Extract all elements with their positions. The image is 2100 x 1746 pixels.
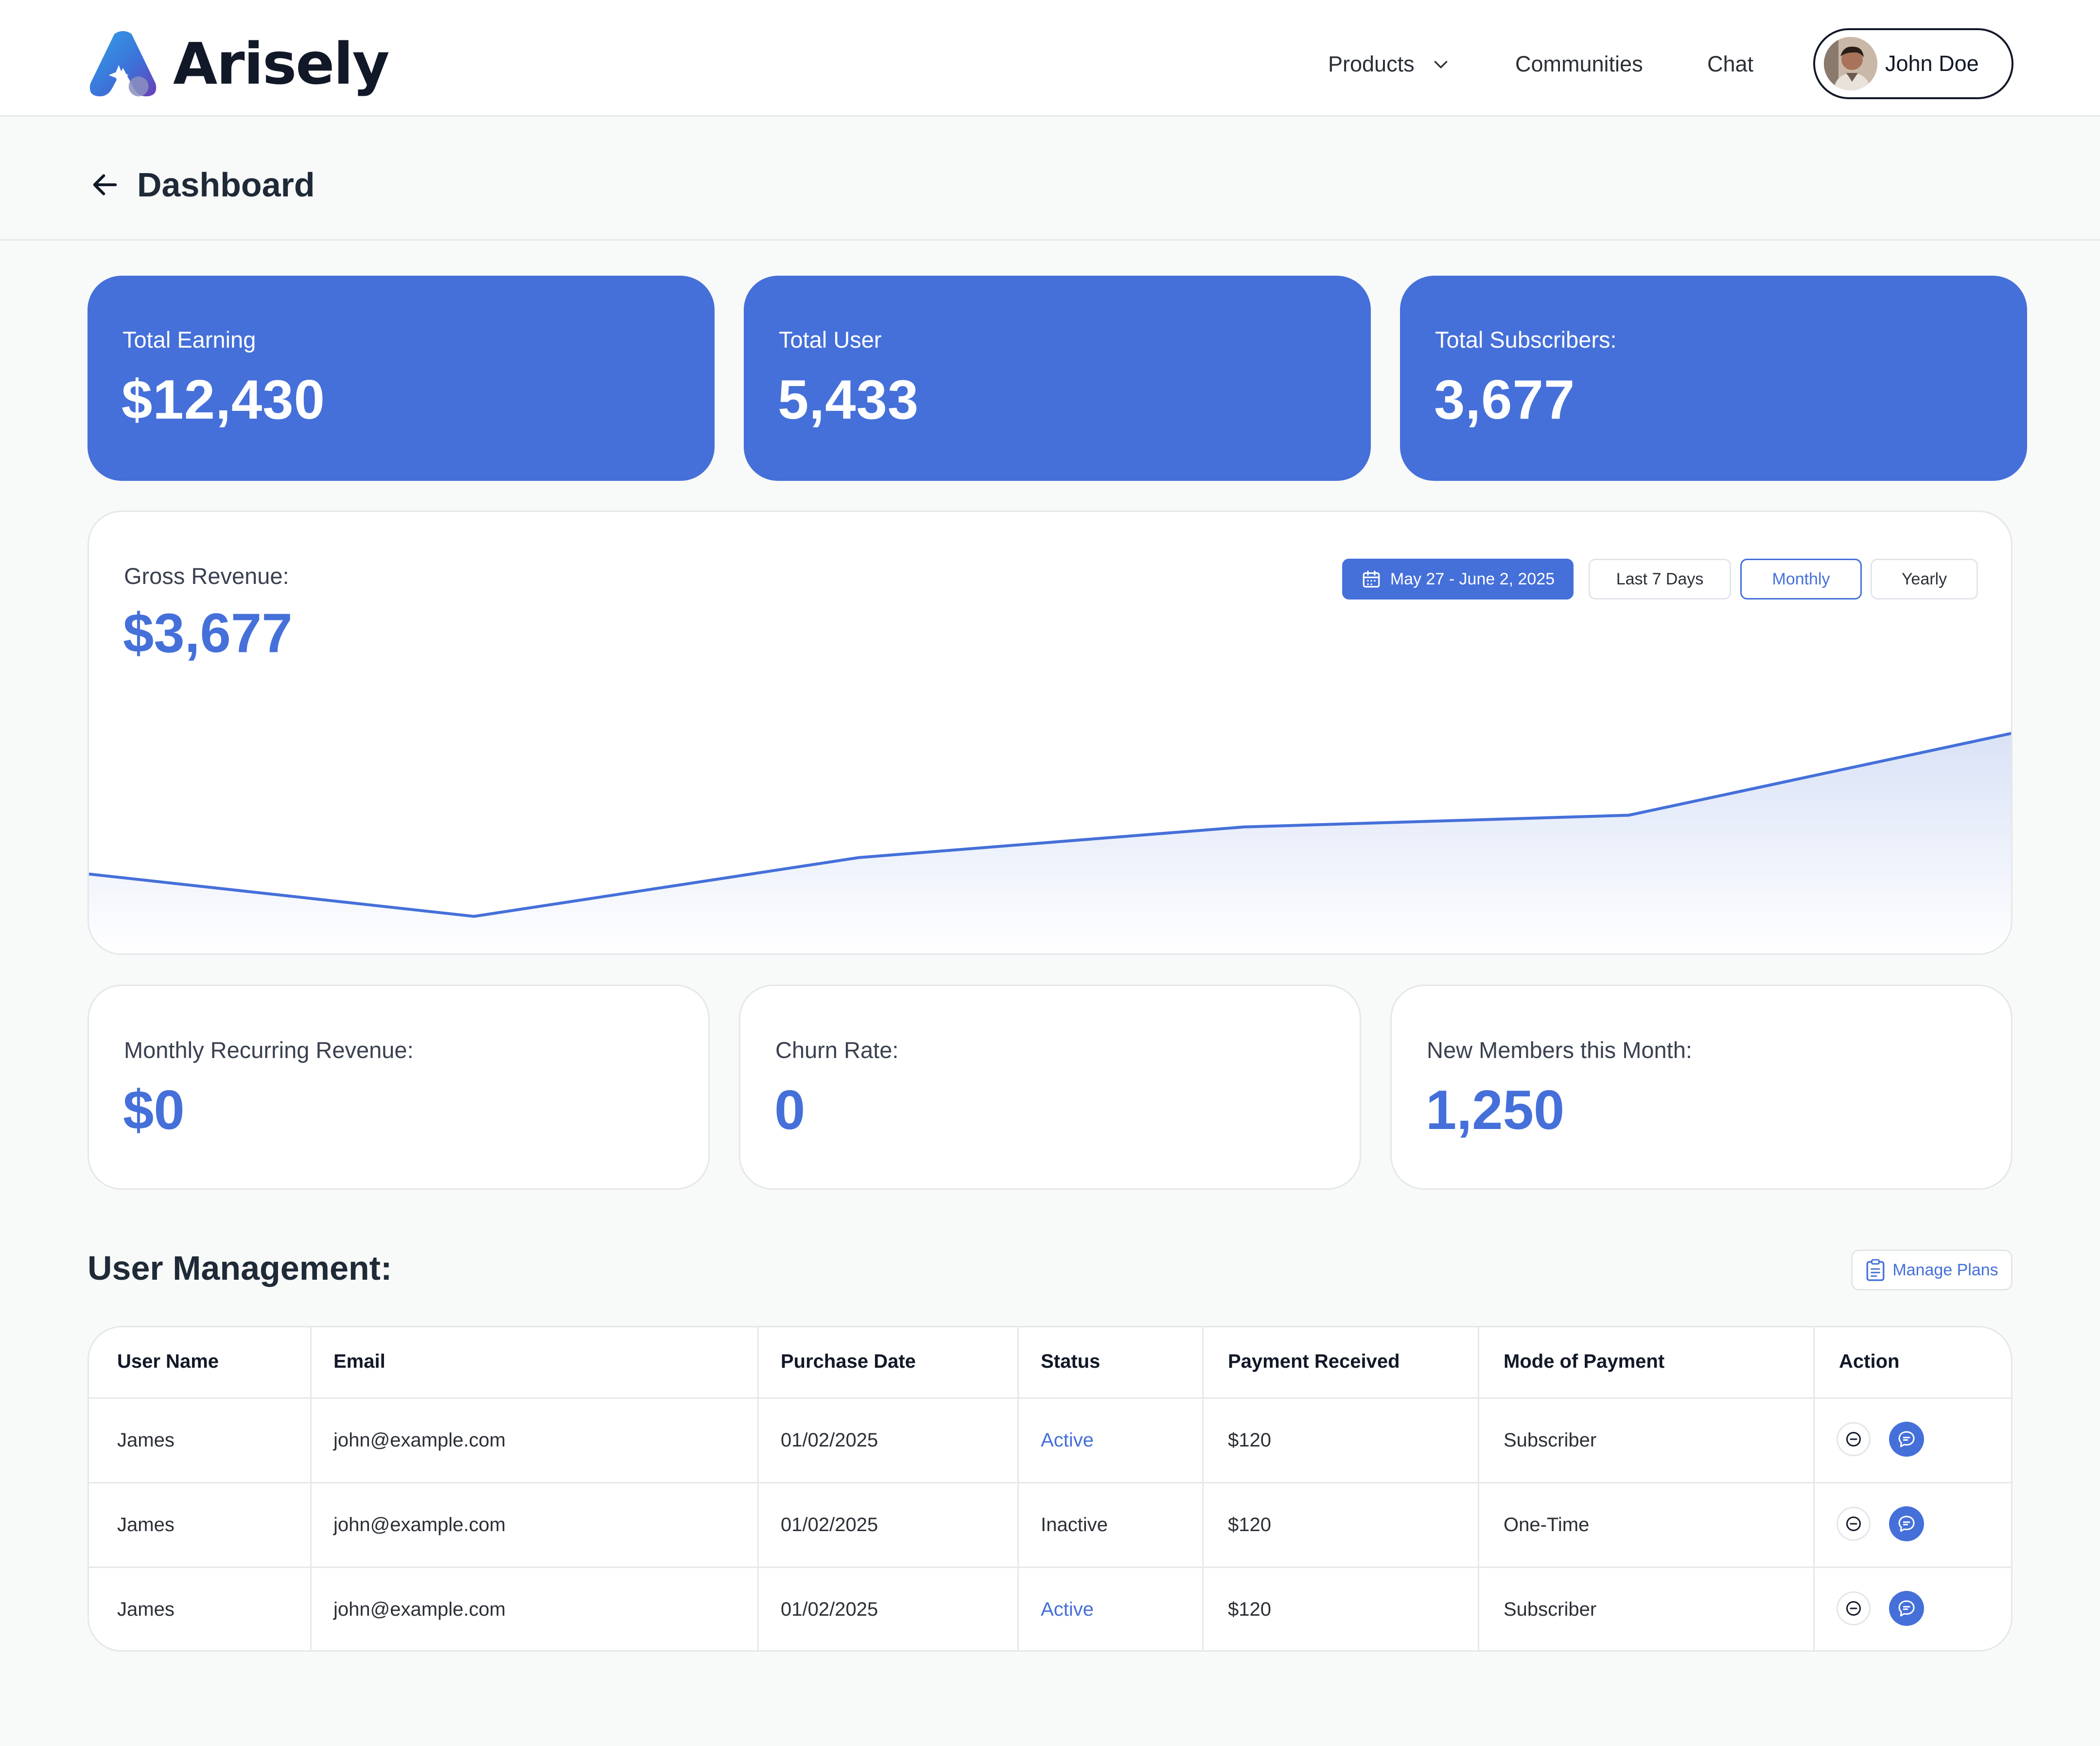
column-divider bbox=[1202, 1327, 1204, 1650]
stat-label: Total Earning bbox=[122, 327, 256, 353]
manage-plans-button[interactable]: Manage Plans bbox=[1851, 1250, 2012, 1290]
stat-label: Churn Rate: bbox=[775, 1037, 899, 1063]
cell-user-name: James bbox=[117, 1429, 175, 1451]
stat-label: Total User bbox=[779, 327, 882, 353]
gross-revenue-value: $3,677 bbox=[123, 602, 293, 664]
column-header-status[interactable]: Status bbox=[1041, 1351, 1101, 1372]
column-divider bbox=[1478, 1327, 1479, 1650]
column-divider bbox=[1017, 1327, 1019, 1650]
cell-user-name: James bbox=[117, 1599, 175, 1620]
user-profile-button[interactable]: John Doe bbox=[1813, 28, 2013, 99]
stat-label: Total Subscribers: bbox=[1435, 327, 1617, 353]
column-header-mode-of-payment[interactable]: Mode of Payment bbox=[1504, 1351, 1665, 1372]
cell-payment-received: $120 bbox=[1228, 1599, 1271, 1620]
gross-revenue-card: Gross Revenue: $3,677 May 27 - June 2, 2… bbox=[88, 511, 2012, 955]
top-navigation-bar: Arisely Products Communities Chat John D… bbox=[0, 0, 2100, 117]
stat-value: 5,433 bbox=[778, 369, 919, 431]
cell-purchase-date: 01/02/2025 bbox=[781, 1599, 878, 1620]
column-header-action: Action bbox=[1839, 1351, 1900, 1372]
cell-purchase-date: 01/02/2025 bbox=[781, 1429, 878, 1451]
stat-card-total-subscribers: Total Subscribers: 3,677 bbox=[1400, 276, 2027, 481]
minus-circle-icon bbox=[1846, 1601, 1861, 1616]
range-monthly[interactable]: Monthly bbox=[1740, 559, 1862, 600]
remove-user-button[interactable] bbox=[1837, 1507, 1871, 1541]
cell-purchase-date: 01/02/2025 bbox=[781, 1514, 878, 1535]
minus-circle-icon bbox=[1846, 1432, 1861, 1446]
avatar bbox=[1824, 37, 1877, 90]
nav-communities[interactable]: Communities bbox=[1515, 52, 1643, 76]
stat-label: Monthly Recurring Revenue: bbox=[124, 1037, 414, 1063]
cell-mode-of-payment: Subscriber bbox=[1504, 1599, 1597, 1620]
stat-value: $12,430 bbox=[122, 369, 326, 431]
stat-card-total-earning: Total Earning $12,430 bbox=[88, 276, 715, 481]
date-range-button[interactable]: May 27 - June 2, 2025 bbox=[1342, 559, 1574, 600]
chat-icon bbox=[1898, 1431, 1915, 1447]
brand-logo[interactable]: Arisely bbox=[88, 28, 390, 99]
row-divider bbox=[89, 1482, 2011, 1483]
user-management-title: User Management: bbox=[88, 1249, 392, 1287]
page-title-bar: Dashboard bbox=[0, 117, 2100, 241]
gross-revenue-chart bbox=[89, 732, 2011, 953]
stat-card-monthly-recurring-revenue: Monthly Recurring Revenue: $0 bbox=[88, 985, 710, 1190]
manage-plans-label: Manage Plans bbox=[1892, 1260, 1998, 1279]
stat-card-churn-rate: Churn Rate: 0 bbox=[739, 985, 1361, 1190]
arisely-logo-icon bbox=[89, 31, 157, 97]
cell-status: Inactive bbox=[1041, 1514, 1108, 1535]
nav-products[interactable]: Products bbox=[1328, 44, 1451, 85]
user-name: John Doe bbox=[1885, 51, 1979, 76]
cell-email: john@example.com bbox=[333, 1429, 506, 1451]
column-header-purchase-date[interactable]: Purchase Date bbox=[781, 1351, 916, 1372]
chat-icon bbox=[1898, 1600, 1915, 1617]
stat-card-new-members: New Members this Month: 1,250 bbox=[1390, 985, 2012, 1190]
cell-payment-received: $120 bbox=[1228, 1429, 1271, 1451]
user-avatar-icon bbox=[1824, 37, 1877, 90]
cell-status: Active bbox=[1041, 1429, 1094, 1451]
remove-user-button[interactable] bbox=[1837, 1422, 1871, 1456]
range-last-7-days[interactable]: Last 7 Days bbox=[1589, 559, 1731, 600]
stat-value: 0 bbox=[774, 1079, 805, 1141]
cell-mode-of-payment: One-Time bbox=[1504, 1514, 1590, 1535]
page-title: Dashboard bbox=[137, 166, 315, 204]
brand-name: Arisely bbox=[173, 30, 390, 97]
stat-card-total-user: Total User 5,433 bbox=[744, 276, 1371, 481]
stat-label: New Members this Month: bbox=[1427, 1037, 1692, 1063]
user-management-table: User Name Email Purchase Date Status Pay… bbox=[88, 1326, 2012, 1652]
revenue-area-fill bbox=[89, 733, 2011, 953]
calendar-icon bbox=[1363, 570, 1380, 588]
chevron-down-icon bbox=[1434, 61, 1447, 69]
column-divider bbox=[1813, 1327, 1815, 1650]
message-user-button[interactable] bbox=[1889, 1422, 1924, 1457]
row-divider bbox=[89, 1567, 2011, 1568]
gross-revenue-label: Gross Revenue: bbox=[124, 563, 289, 589]
cell-email: john@example.com bbox=[333, 1599, 506, 1620]
chat-icon bbox=[1898, 1516, 1915, 1532]
column-divider bbox=[310, 1327, 312, 1650]
range-yearly[interactable]: Yearly bbox=[1871, 559, 1978, 600]
column-header-user-name[interactable]: User Name bbox=[117, 1351, 219, 1372]
arrow-left-icon[interactable] bbox=[89, 169, 121, 200]
cell-status: Active bbox=[1041, 1599, 1094, 1620]
column-header-email[interactable]: Email bbox=[333, 1351, 385, 1372]
message-user-button[interactable] bbox=[1889, 1506, 1924, 1541]
clipboard-icon bbox=[1866, 1259, 1885, 1281]
date-range-label: May 27 - June 2, 2025 bbox=[1390, 569, 1555, 588]
stat-value: $0 bbox=[123, 1079, 185, 1141]
cell-mode-of-payment: Subscriber bbox=[1504, 1429, 1597, 1451]
column-divider bbox=[757, 1327, 759, 1650]
cell-email: john@example.com bbox=[333, 1514, 506, 1535]
row-divider bbox=[89, 1397, 2011, 1399]
cell-user-name: James bbox=[117, 1514, 175, 1535]
revenue-series-line bbox=[89, 732, 2011, 918]
stat-value: 1,250 bbox=[1426, 1079, 1565, 1141]
cell-payment-received: $120 bbox=[1228, 1514, 1271, 1535]
minus-circle-icon bbox=[1846, 1517, 1861, 1531]
remove-user-button[interactable] bbox=[1837, 1591, 1871, 1625]
column-header-payment-received[interactable]: Payment Received bbox=[1228, 1351, 1400, 1372]
nav-chat[interactable]: Chat bbox=[1707, 52, 1754, 76]
message-user-button[interactable] bbox=[1889, 1591, 1924, 1626]
nav-products-label: Products bbox=[1328, 52, 1415, 76]
stat-value: 3,677 bbox=[1434, 369, 1575, 431]
